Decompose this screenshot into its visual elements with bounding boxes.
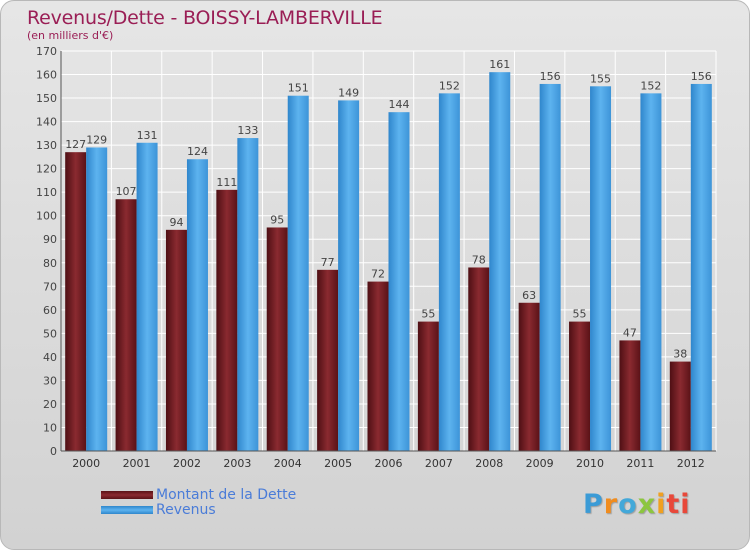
debt-bar <box>669 361 691 451</box>
data-label: 55 <box>573 308 587 321</box>
y-tick-label: 70 <box>43 280 57 293</box>
x-tick-label: 2007 <box>425 457 453 470</box>
data-label: 161 <box>489 58 510 71</box>
debt-bar <box>619 340 641 451</box>
x-tick-label: 2008 <box>475 457 503 470</box>
revenue-bar <box>539 83 561 452</box>
revenue-bar <box>690 83 712 452</box>
data-label: 152 <box>640 79 661 92</box>
data-label: 95 <box>270 213 284 226</box>
y-tick-label: 60 <box>43 304 57 317</box>
y-tick-label: 0 <box>50 445 57 458</box>
revenue-bar <box>186 159 208 451</box>
data-label: 94 <box>169 216 183 229</box>
x-tick-label: 2012 <box>677 457 705 470</box>
debt-bar <box>165 229 187 451</box>
y-tick-label: 10 <box>43 421 57 434</box>
data-label: 77 <box>321 256 335 269</box>
debt-bar <box>65 152 87 452</box>
revenue-bar <box>590 86 612 451</box>
debt-bar <box>468 267 490 451</box>
y-tick-label: 30 <box>43 374 57 387</box>
y-tick-label: 50 <box>43 327 57 340</box>
x-tick-label: 2005 <box>324 457 352 470</box>
x-tick-label: 2000 <box>72 457 100 470</box>
data-label: 155 <box>590 72 611 85</box>
data-label: 38 <box>673 348 687 361</box>
data-label: 124 <box>187 145 208 158</box>
chart-title: Revenus/Dette - BOISSY-LAMBERVILLE <box>27 7 383 29</box>
x-tick-label: 2006 <box>375 457 403 470</box>
chart-subtitle: (en milliers d'€) <box>27 29 114 42</box>
data-label: 149 <box>338 86 359 99</box>
y-tick-label: 150 <box>36 92 57 105</box>
y-tick-label: 120 <box>36 163 57 176</box>
y-tick-label: 140 <box>36 116 57 129</box>
revenue-bar <box>86 147 108 451</box>
data-label: 152 <box>439 79 460 92</box>
legend-swatch-debt <box>101 491 153 499</box>
data-label: 55 <box>421 308 435 321</box>
data-label: 129 <box>86 133 107 146</box>
y-tick-label: 90 <box>43 233 57 246</box>
debt-bar <box>569 321 591 451</box>
y-tick-label: 170 <box>36 45 57 58</box>
debt-bar <box>266 227 288 451</box>
y-tick-label: 130 <box>36 139 57 152</box>
revenue-bar <box>287 95 309 452</box>
y-tick-label: 110 <box>36 186 57 199</box>
legend-label-debt: Montant de la Dette <box>156 487 297 503</box>
proxiti-logo: Proxiti <box>583 489 691 520</box>
data-label: 111 <box>216 176 237 189</box>
data-label: 127 <box>65 138 86 151</box>
data-label: 63 <box>522 289 536 302</box>
y-tick-label: 40 <box>43 351 57 364</box>
x-tick-label: 2004 <box>274 457 302 470</box>
y-tick-label: 20 <box>43 398 57 411</box>
x-tick-label: 2003 <box>223 457 251 470</box>
x-tick-label: 2011 <box>626 457 654 470</box>
x-tick-label: 2010 <box>576 457 604 470</box>
data-label: 72 <box>371 268 385 281</box>
revenue-bar <box>640 93 662 452</box>
legend-label-revenue: Revenus <box>156 502 216 518</box>
data-label: 47 <box>623 326 637 339</box>
data-label: 131 <box>137 129 158 142</box>
legend-swatch-revenue <box>101 506 153 514</box>
y-tick-label: 80 <box>43 257 57 270</box>
x-tick-label: 2001 <box>123 457 151 470</box>
debt-bar <box>417 321 439 451</box>
debt-bar <box>367 281 389 451</box>
debt-bar <box>518 302 540 451</box>
revenue-bar <box>338 100 360 451</box>
revenue-bar <box>438 93 460 452</box>
data-label: 144 <box>389 98 410 111</box>
data-label: 156 <box>691 70 712 83</box>
debt-bar <box>115 199 137 451</box>
data-label: 107 <box>116 185 137 198</box>
y-tick-label: 100 <box>36 210 57 223</box>
data-label: 78 <box>472 253 486 266</box>
data-label: 151 <box>288 82 309 95</box>
debt-bar <box>317 269 339 451</box>
x-tick-label: 2002 <box>173 457 201 470</box>
revenue-bar <box>388 112 410 452</box>
data-label: 133 <box>237 124 258 137</box>
debt-bar <box>216 189 238 451</box>
revenue-bar <box>136 142 158 451</box>
data-label: 156 <box>540 70 561 83</box>
y-tick-label: 160 <box>36 69 57 82</box>
x-tick-label: 2009 <box>526 457 554 470</box>
revenue-bar <box>489 72 511 452</box>
revenue-bar <box>237 138 259 451</box>
